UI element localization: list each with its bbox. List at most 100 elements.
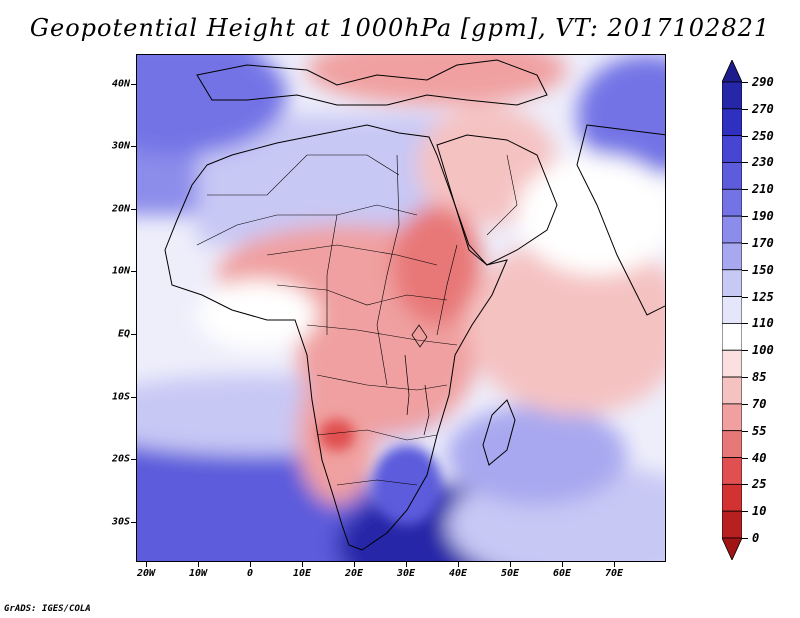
lat-label: EQ	[117, 328, 130, 340]
lon-tick	[198, 562, 199, 567]
colorbar-tick	[742, 484, 748, 486]
lakes	[404, 324, 430, 436]
lon-tick	[562, 562, 563, 567]
colorbar-tick	[742, 538, 748, 539]
colorbar-tick	[742, 135, 748, 137]
colorbar-tick	[742, 82, 748, 83]
colorbar-label: 290	[752, 75, 774, 89]
colorbar-label: 10	[752, 504, 767, 519]
field-north-atlantic-blue	[137, 55, 287, 155]
lon-tick	[458, 562, 459, 567]
lat-tick	[131, 397, 136, 398]
colorbar-tick	[742, 189, 748, 191]
colorbar-segment	[722, 242, 742, 271]
lat-tick	[131, 271, 136, 272]
lat-tick	[131, 459, 136, 460]
lat-label: 10N	[111, 265, 130, 277]
colorbar-tick	[742, 162, 748, 164]
colorbar-label: 230	[752, 155, 774, 170]
lon-tick	[302, 562, 303, 567]
lat-label: 30S	[111, 516, 130, 528]
lat-tick	[131, 522, 136, 523]
lat-label: 40N	[111, 78, 130, 90]
colorbar-tick	[742, 403, 748, 405]
grads-credit: GrADS: IGES/COLA	[4, 604, 91, 614]
colorbar-tick	[742, 269, 748, 271]
colorbar-segment	[722, 81, 742, 110]
lon-label: 20W	[136, 568, 156, 579]
colorbar-tick	[742, 350, 748, 352]
lon-label: 70E	[604, 568, 624, 579]
colorbar-label: 150	[752, 262, 774, 277]
colorbar-segment	[722, 510, 742, 539]
field-indian-ocean-pink	[467, 235, 665, 415]
colorbar-label: 270	[752, 101, 774, 116]
lat-label: 30N	[111, 140, 130, 152]
lon-label: 10W	[188, 568, 208, 579]
colorbar-segment	[722, 323, 742, 351]
map-frame	[136, 54, 666, 562]
field-south-africa-blue	[372, 445, 442, 525]
colorbar-segment	[722, 296, 742, 324]
colorbar-segment	[722, 376, 742, 405]
colorbar-segment	[722, 430, 742, 458]
colorbar-label: 0	[752, 531, 760, 545]
lon-label: 40E	[448, 568, 468, 579]
lat-label: 20S	[111, 453, 130, 465]
colorbar-tick	[742, 216, 748, 218]
lat-tick	[131, 84, 136, 85]
colorbar-tick	[742, 242, 748, 244]
colorbar	[722, 60, 742, 560]
lon-label: 50E	[500, 568, 520, 579]
colorbar-label: 250	[752, 128, 774, 143]
colorbar-label: 100	[752, 343, 774, 358]
lon-tick	[614, 562, 615, 567]
europe-coastline	[196, 59, 548, 106]
colorbar-label: 55	[752, 423, 767, 438]
colorbar-segment	[722, 215, 742, 244]
colorbar-arrow-bottom	[722, 537, 742, 560]
lon-label: 10E	[292, 568, 312, 579]
lon-tick	[354, 562, 355, 567]
colorbar-segment	[722, 135, 742, 163]
colorbar-label: 110	[752, 316, 774, 331]
field-guinea-white	[197, 280, 317, 350]
coastlines	[164, 59, 665, 551]
colorbar-label: 210	[752, 182, 774, 197]
colorbar-segment	[722, 162, 742, 190]
africa-coastline	[164, 124, 508, 551]
colorbar-tick	[742, 323, 748, 325]
colorbar-tick	[742, 430, 748, 432]
colorbar-tick	[742, 108, 748, 110]
colorbar-tick	[742, 296, 748, 298]
lon-tick	[406, 562, 407, 567]
lon-tick	[510, 562, 511, 567]
lat-label: 20N	[111, 203, 130, 215]
lon-tick	[146, 562, 147, 567]
colorbar-tick	[742, 457, 748, 459]
field-mediterranean-red	[307, 55, 567, 105]
field-south-indian-blue	[447, 405, 627, 505]
colorbar-segment	[722, 483, 742, 512]
field-namibia-core	[319, 419, 355, 451]
chart-title: Geopotential Height at 1000hPa [gpm], VT…	[29, 14, 771, 42]
colorbar-arrow-top	[722, 60, 742, 83]
map-field	[137, 55, 665, 561]
lon-label: 60E	[552, 568, 572, 579]
lon-label: 30E	[396, 568, 416, 579]
colorbar-segment	[722, 108, 742, 137]
lat-tick	[131, 209, 136, 210]
colorbar-label: 40	[752, 450, 767, 465]
field-iran-blue	[577, 55, 665, 175]
colorbar-label: 85	[752, 370, 767, 385]
lat-tick	[131, 334, 136, 335]
madagascar-coastline	[482, 399, 516, 466]
lon-label: 20E	[344, 568, 364, 579]
lon-tick	[250, 562, 251, 567]
lat-label: 10S	[111, 391, 130, 403]
colorbar-label: 190	[752, 209, 774, 224]
colorbar-segment	[722, 349, 742, 378]
arabia-coastline	[436, 134, 558, 266]
lat-tick	[131, 146, 136, 147]
colorbar-label: 70	[752, 396, 767, 411]
